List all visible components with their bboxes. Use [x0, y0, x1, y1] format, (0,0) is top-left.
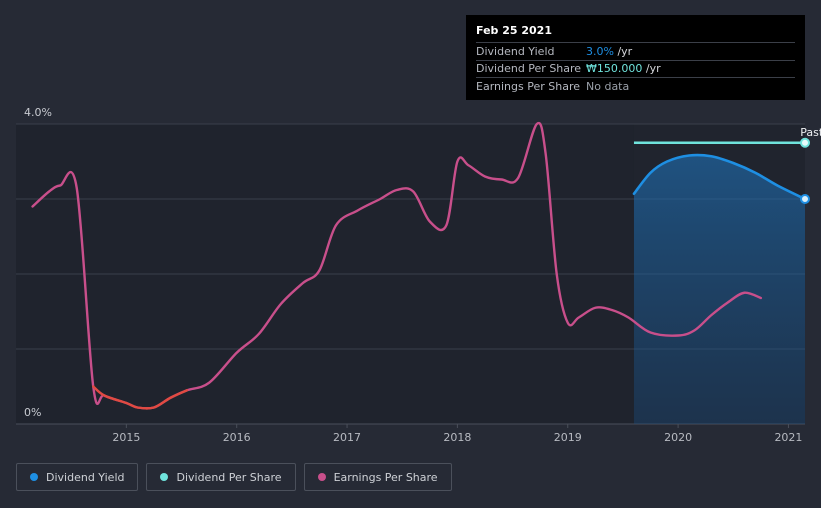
past-annotation: Past	[800, 126, 821, 139]
legend-item-dividend-per-share[interactable]: Dividend Per Share	[146, 463, 296, 491]
x-tick-label: 2019	[554, 431, 582, 444]
dividend-yield-value: 3.0%	[586, 44, 614, 58]
x-tick-label: 2018	[443, 431, 471, 444]
x-tick-label: 2016	[223, 431, 251, 444]
tooltip-label: Dividend Yield	[476, 44, 555, 58]
earnings-per-share-value: No data	[586, 79, 630, 93]
tooltip-value: No data	[586, 80, 795, 93]
legend-item-earnings-per-share[interactable]: Earnings Per Share	[303, 463, 452, 491]
y-tick-label: 4.0%	[24, 106, 52, 119]
tooltip-label: Dividend Per Share	[476, 62, 582, 76]
legend: Dividend Yield Dividend Per Share Earnin…	[16, 463, 452, 491]
earnings-per-share-dot-icon	[317, 473, 326, 481]
dividend-yield-line	[632, 153, 807, 201]
dividend-per-share-suffix: /yr	[642, 62, 661, 76]
dividend-per-share-dot-icon	[160, 473, 169, 481]
tooltip-date: Feb 25 2021	[476, 24, 552, 37]
tooltip-row-dividend-per-share: Dividend Per Share ₩150.000 /yr	[476, 59, 795, 78]
dividend-yield-end-point	[800, 194, 810, 204]
tooltip: Feb 25 2021 Dividend Yield 3.0% /yr Divi…	[466, 15, 805, 100]
tooltip-value: ₩150.000 /yr	[586, 62, 795, 75]
dividend-yield-area	[633, 155, 805, 424]
legend-label: Dividend Per Share	[176, 470, 282, 484]
dividend-yield-suffix: /yr	[613, 44, 633, 58]
x-tick-label: 2015	[112, 431, 140, 444]
chart-labels: 2015 2016 2017 2018 2019 2020 2021 4.0% 0% Past	[24, 106, 821, 444]
dividend-per-share-end-point	[800, 137, 810, 148]
tooltip-label: Earnings Per Share	[476, 79, 581, 93]
tooltip-row-dividend-yield: Dividend Yield 3.0% /yr	[476, 42, 795, 60]
earnings-per-share-low-segment	[92, 385, 189, 410]
tooltip-row-earnings-per-share: Earnings Per Share No data	[476, 77, 795, 95]
legend-label: Earnings Per Share	[333, 470, 438, 484]
x-tick-label: 2020	[664, 431, 692, 444]
series-lines	[31, 121, 807, 410]
axis-ticks	[125, 424, 789, 428]
legend-label: Dividend Yield	[46, 470, 125, 484]
dividend-yield-dot-icon	[30, 473, 38, 481]
dividend-per-share-value: ₩150.000	[586, 62, 643, 76]
x-tick-label: 2017	[333, 431, 361, 444]
x-tick-label: 2021	[774, 431, 802, 444]
chart-marks	[800, 137, 810, 204]
y-tick-label: 0%	[24, 406, 41, 419]
legend-item-dividend-yield[interactable]: Dividend Yield	[16, 463, 139, 491]
tooltip-value: 3.0% /yr	[586, 45, 795, 58]
